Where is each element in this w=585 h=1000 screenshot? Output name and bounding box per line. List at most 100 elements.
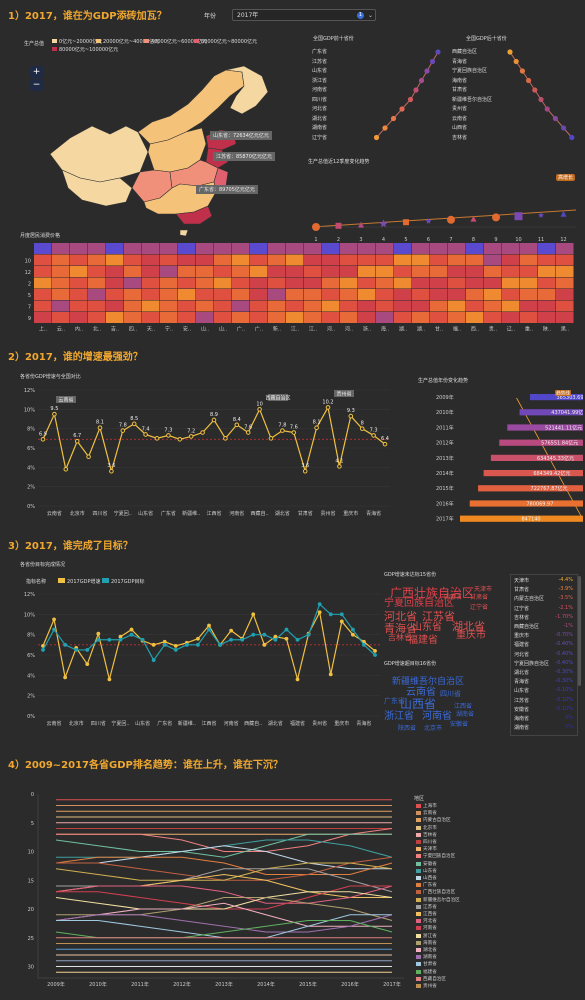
heatmap-col-label: 黑.. — [561, 327, 570, 333]
growth-data-label: 6.9 — [39, 431, 47, 437]
legend-target[interactable]: 2017GDP目标 — [111, 579, 145, 585]
rank-y-tick: 10 — [28, 850, 34, 856]
target-x-label: 山东省 — [135, 720, 150, 727]
target-point — [85, 662, 90, 667]
gdp-badge-text: 趋势线 — [556, 390, 570, 397]
heatmap-cell — [358, 300, 376, 312]
heatmap-cell — [34, 266, 52, 277]
heatmap-cell — [340, 277, 358, 289]
heatmap-cell — [286, 243, 304, 254]
rank-legend-label: 甘肃省 — [423, 962, 437, 968]
cloud-bottom-word: 安徽省 — [450, 721, 469, 728]
monthly-marker — [379, 219, 388, 228]
heatmap-cell — [430, 277, 448, 289]
heatmap-cell — [358, 277, 376, 289]
growth-callout: 云南省 — [56, 396, 76, 404]
heatmap-cell — [214, 254, 232, 266]
target-point — [96, 637, 101, 642]
diff-list-row: 河北省 -0.40% — [511, 651, 575, 659]
target-diff-list[interactable]: 天津市 -4.4% 甘肃省 -3.9% 内蒙古自治区 -3.5% 辽宁省 -2.1% 吉林省 -1… — [510, 574, 578, 736]
heatmap-cell — [412, 312, 430, 323]
diff-list-row: 湖北省 -0.30% — [511, 669, 575, 677]
target-x-label: 重庆市 — [334, 720, 349, 727]
heatmap-cell — [322, 300, 340, 312]
cloud-top-word: 天津市 — [474, 586, 493, 593]
year-select[interactable]: 2017年 1 ⌄ — [232, 9, 376, 21]
diff-list-name: 宁夏回族自治区 — [514, 660, 550, 667]
target-y-tick: 0% — [27, 714, 35, 720]
map-region-guangdong[interactable] — [175, 205, 213, 225]
map-region-tibet[interactable] — [61, 169, 133, 207]
growth-point — [131, 421, 137, 427]
map-legend-label: 60000亿元~80000亿元 — [201, 39, 258, 45]
chevron-down-icon[interactable]: ⌄ — [367, 12, 373, 19]
gdp-bar — [507, 424, 583, 431]
growth-data-label: 7.4 — [142, 426, 150, 432]
gdp-bar-category: 2011年 — [436, 424, 454, 431]
legend-growth[interactable]: 2017GDP增速 — [67, 579, 101, 585]
map-legend-swatch — [144, 39, 149, 43]
diff-list-name: 内蒙古自治区 — [514, 596, 545, 603]
heatmap-cell — [52, 243, 70, 254]
target-point — [207, 627, 211, 632]
rank-legend-swatch — [416, 919, 421, 924]
callout-jiangsu: 江苏省：85870亿元亿元 — [213, 152, 275, 161]
zoom-out-button[interactable]: − — [30, 79, 43, 91]
heatmap-cell — [142, 312, 160, 323]
diff-list-row: 江苏省 -0.10% — [511, 697, 575, 705]
monthly-trend-line — [311, 209, 577, 228]
map-region-hainan[interactable] — [179, 229, 189, 236]
cloud-top-word: 河北省 — [384, 610, 417, 623]
callout-guangdong: 广东省：89705亿元亿元 — [196, 185, 258, 194]
heatmap-cell — [52, 300, 70, 312]
diff-list-name: 甘肃省 — [514, 587, 530, 594]
monthly-x-label: 5 — [404, 237, 407, 243]
heatmap-cell — [232, 277, 250, 289]
heatmap-col-label: 云.. — [57, 327, 66, 333]
heatmap-cell — [232, 266, 250, 277]
rank-legend-swatch — [416, 969, 421, 974]
rank-legend-swatch — [416, 948, 421, 952]
rank-legend-label: 湖南省 — [423, 955, 437, 961]
zoom-in-button[interactable]: + — [30, 66, 43, 78]
gdp-bar — [460, 515, 583, 522]
rank-legend-label: 西藏自治区 — [423, 976, 446, 982]
gdp-badge-box — [555, 390, 571, 396]
diff-list-scrollbar[interactable] — [578, 576, 581, 686]
heatmap-title: 月度居民消费价格 — [20, 233, 61, 239]
heatmap-row-label: 12 — [25, 270, 31, 276]
section-1-title: 1）2017，谁在为GDP添砖加瓦？ — [8, 11, 167, 22]
target-point — [317, 602, 322, 607]
cloud-top-word: 宁夏回族自治区 — [384, 598, 454, 609]
heatmap-cell — [394, 312, 412, 323]
monthly-x-label: 11 — [538, 237, 544, 243]
heatmap-col-label: 安.. — [183, 326, 192, 333]
heatmap-col-label: 北.. — [93, 326, 102, 333]
china-map[interactable] — [30, 56, 290, 236]
growth-x-label: 贵州省 — [320, 510, 335, 517]
map-region-northeast[interactable] — [225, 65, 269, 115]
bottom10-dot — [538, 96, 544, 103]
heatmap-cell — [178, 289, 196, 300]
heatmap-col-label: 山.. — [201, 326, 210, 333]
target-x-label: 四川省 — [91, 720, 106, 727]
heatmap-col-label: 湖.. — [417, 326, 426, 333]
top10-line — [376, 51, 439, 138]
growth-point — [359, 426, 365, 431]
heatmap-cell — [556, 300, 574, 312]
growth-x-label: 云南省 — [47, 510, 62, 517]
gdp-bar — [529, 394, 583, 401]
heatmap-cell — [394, 266, 412, 277]
growth-point — [154, 436, 160, 441]
growth-point — [302, 468, 308, 474]
heatmap-cell — [250, 312, 268, 323]
heatmap-cell — [214, 266, 232, 277]
cloud-bottom: 新疆维吾尔自治区 云南省 四川省 广东省 山西省 浙江省 河南省 江西省 湖南省 陕西省 北京市 安徽… — [384, 674, 494, 738]
diff-list-name: 天津市 — [514, 578, 530, 584]
target-point — [196, 642, 200, 647]
target-chart: 0% 2% 4% 6% 8% 10% 12% 云南省 北京市 四川省 宁夏回.. 山东省 广东省 新疆维.… — [24, 592, 380, 727]
rank-legend-label: 吉林省 — [423, 832, 437, 838]
growth-callout-text: 贵州省 — [336, 391, 351, 398]
growth-data-label: 7.6 — [244, 425, 252, 431]
growth-callout-box — [268, 394, 288, 401]
